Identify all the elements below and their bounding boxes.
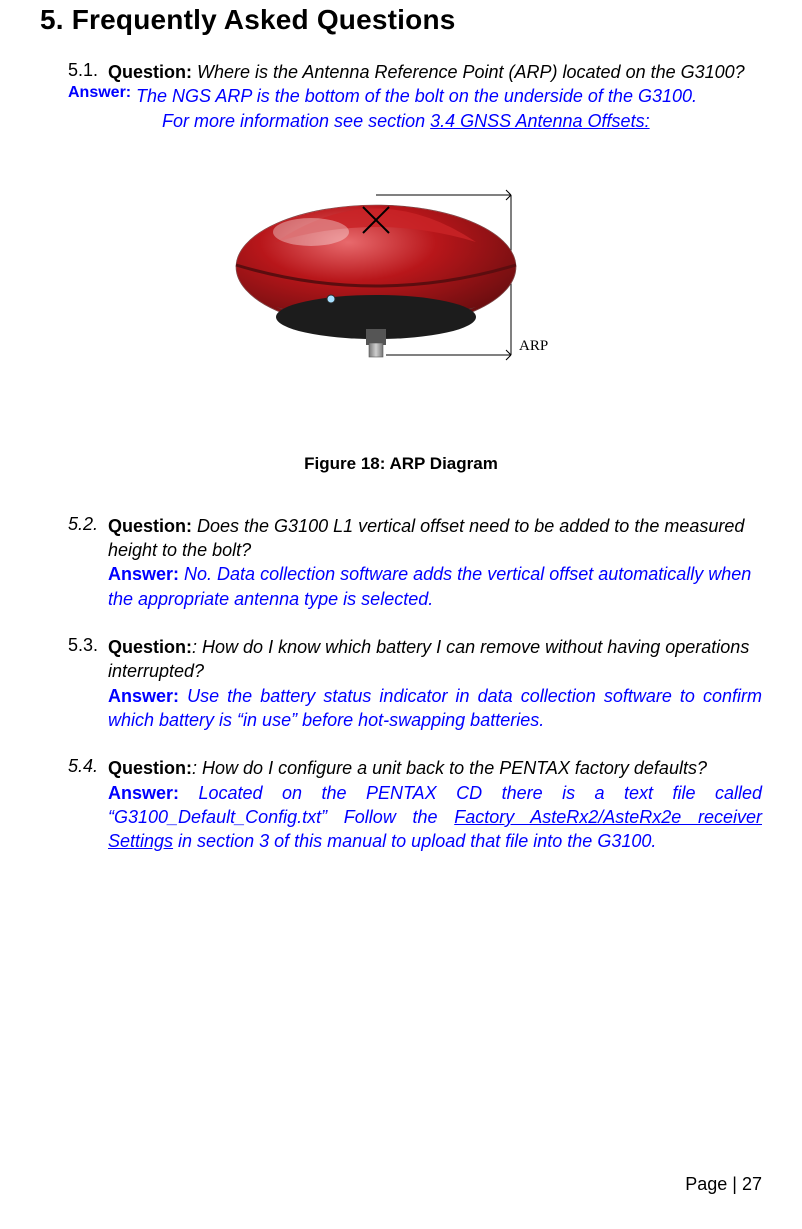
answer-subtext: For more information see section 3.4 GNS… [162,109,762,133]
answer-text: Answer: Located on the PENTAX CD there i… [108,781,762,854]
question-label: Question: [108,62,192,82]
question-label: Question: [108,516,192,536]
arp-diagram: ARP [216,157,586,417]
cross-ref-link[interactable]: 3.4 GNSS Antenna Offsets: [430,111,649,131]
section-heading: 5. Frequently Asked Questions [40,4,762,36]
answer-text: Answer: Use the battery status indicator… [108,684,762,733]
faq-question: Question: Does the G3100 L1 vertical off… [108,514,762,611]
figure-caption: Figure 18: ARP Diagram [40,454,762,474]
answer-label: Answer: [108,564,179,584]
faq-number: 5.1. [40,60,108,81]
faq-item: 5.3. Question:: How do I know which batt… [40,635,762,732]
faq-question: Question:: How do I configure a unit bac… [108,756,762,853]
faq-number: 5.4. [40,756,108,777]
faq-number: 5.2. [40,514,108,535]
answer-label: Answer: [68,84,131,101]
answer-label: Answer: [108,783,179,803]
faq-item: 5.4. Question:: How do I configure a uni… [40,756,762,853]
question-label: Question: [108,637,192,657]
faq-item: 5.2. Question: Does the G3100 L1 vertica… [40,514,762,611]
faq-item: 5.1. Question: Where is the Antenna Refe… [40,60,762,133]
answer-text: The NGS ARP is the bottom of the bolt on… [136,86,697,106]
faq-question: Question:: How do I know which battery I… [108,635,762,732]
page-footer: Page | 27 [685,1174,762,1195]
question-label: Question: [108,758,192,778]
faq-number: 5.3. [40,635,108,656]
arp-label-text: ARP [519,338,548,354]
answer-label: Answer: [108,686,179,706]
faq-question: Question: Where is the Antenna Reference… [108,60,762,84]
figure: ARP Figure 18: ARP [40,157,762,474]
